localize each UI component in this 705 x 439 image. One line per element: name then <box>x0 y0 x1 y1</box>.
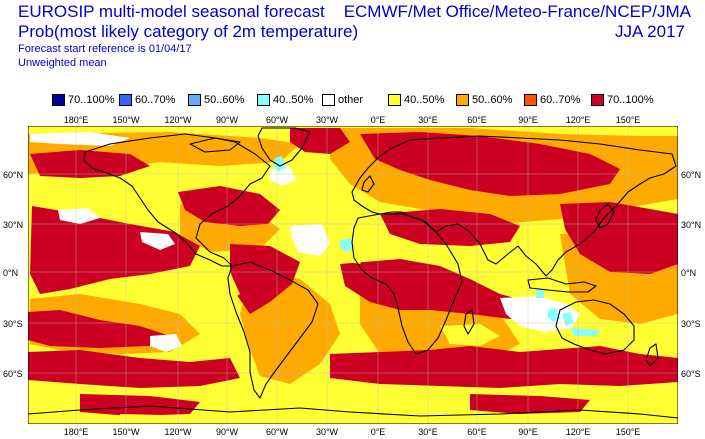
legend-label: other <box>338 94 364 106</box>
south-america-outline <box>227 261 319 399</box>
legend-swatch <box>591 94 604 106</box>
greenland-outline <box>257 127 311 167</box>
below-normal-areas <box>273 156 600 336</box>
lat-label: 60°N <box>3 170 23 180</box>
graticule <box>28 126 678 424</box>
legend-label: 40..50% <box>273 94 314 106</box>
legend-swatch <box>388 94 401 106</box>
lon-label: 0°E <box>371 427 386 437</box>
lon-label: 90°W <box>216 427 239 437</box>
lon-label: 150°E <box>616 427 641 437</box>
africa-outline <box>351 213 463 355</box>
lat-label: 30°S <box>681 319 701 329</box>
legend-label: 70..100% <box>68 94 115 106</box>
legend-label: 60..70% <box>540 94 581 106</box>
lon-label: 30°W <box>316 427 339 437</box>
latitude-labels-right: 60°N 30°N 0°N 30°S 60°S <box>681 170 701 379</box>
lat-label: 60°S <box>681 369 701 379</box>
lon-label: 150°E <box>616 115 641 125</box>
legend-label: 50..60% <box>472 94 513 106</box>
lon-label: 60°E <box>467 115 487 125</box>
lon-label: 30°E <box>418 115 438 125</box>
lon-label: 60°E <box>467 427 487 437</box>
arctic-islands-outline <box>189 137 241 153</box>
lon-label: 0°E <box>371 115 386 125</box>
probability-legend: 70..100% 60..70% 50..60% 40..50% other 4… <box>52 93 672 107</box>
lon-label: 180°E <box>64 115 89 125</box>
lat-label: 0°N <box>3 268 18 278</box>
japan-outline <box>595 203 615 229</box>
legend-swatch <box>456 94 469 106</box>
legend-swatch <box>257 94 270 106</box>
uk-outline <box>361 175 375 193</box>
legend-swatch <box>524 94 537 106</box>
forecast-start-reference: Forecast start reference is 01/04/17 <box>18 43 192 55</box>
lon-label: 30°E <box>418 427 438 437</box>
indonesia-outline <box>527 277 597 293</box>
latitude-labels-left: 60°N 30°N 0°N 30°S 60°S <box>3 170 23 379</box>
legend-swatch <box>188 94 201 106</box>
forecast-season: JJA 2017 <box>615 22 685 41</box>
lat-label: 30°N <box>681 220 701 230</box>
lon-label: 180°E <box>64 427 89 437</box>
weighting-note: Unweighted mean <box>18 57 107 69</box>
lon-label: 30°W <box>316 115 339 125</box>
legend-swatch <box>52 94 65 106</box>
lat-label: 30°N <box>3 220 23 230</box>
madagascar-outline <box>463 309 475 335</box>
legend-label: 40..50% <box>404 94 445 106</box>
continent-outlines <box>28 127 678 419</box>
lat-label: 0°N <box>681 268 696 278</box>
lon-label: 150°W <box>112 427 140 437</box>
map-field <box>28 126 678 424</box>
lat-label: 30°S <box>3 319 23 329</box>
lon-label: 60°W <box>266 427 289 437</box>
longitude-labels-bottom: 180°E 150°W 120°W 90°W 60°W 30°W 0°E 30°… <box>64 427 641 437</box>
longitude-labels-top: 180°E 150°W 120°W 90°W 60°W 30°W 0°E 30°… <box>64 115 641 125</box>
legend-swatch <box>322 94 335 106</box>
australia-outline <box>555 299 635 355</box>
prob-40-50-warm-areas <box>40 172 678 424</box>
lon-label: 60°W <box>266 115 289 125</box>
map-title-line2: Prob(most likely category of 2m temperat… <box>18 22 359 41</box>
lat-label: 60°S <box>3 369 23 379</box>
legend-label: 60..70% <box>135 94 176 106</box>
lon-label: 150°W <box>112 115 140 125</box>
eurasia-outline <box>351 135 677 277</box>
new-zealand-outline <box>645 343 659 367</box>
legend-swatch <box>119 94 132 106</box>
contributing-centres: ECMWF/Met Office/Meteo-France/NCEP/JMA <box>343 2 691 21</box>
legend-label: 70..100% <box>607 94 654 106</box>
lon-label: 90°W <box>216 115 239 125</box>
antarctica-outline <box>28 405 678 419</box>
map-title-line1: EUROSIP multi-model seasonal forecast <box>18 2 325 21</box>
lon-label: 120°W <box>164 115 192 125</box>
lon-label: 120°E <box>566 115 591 125</box>
lon-label: 120°W <box>164 427 192 437</box>
lon-label: 90°E <box>518 115 538 125</box>
lon-label: 90°E <box>518 427 538 437</box>
legend-label: 50..60% <box>204 94 245 106</box>
lon-label: 120°E <box>566 427 591 437</box>
probability-map: 180°E 150°W 120°W 90°W 60°W 30°W 0°E 30°… <box>3 115 701 437</box>
lat-label: 60°N <box>681 170 701 180</box>
